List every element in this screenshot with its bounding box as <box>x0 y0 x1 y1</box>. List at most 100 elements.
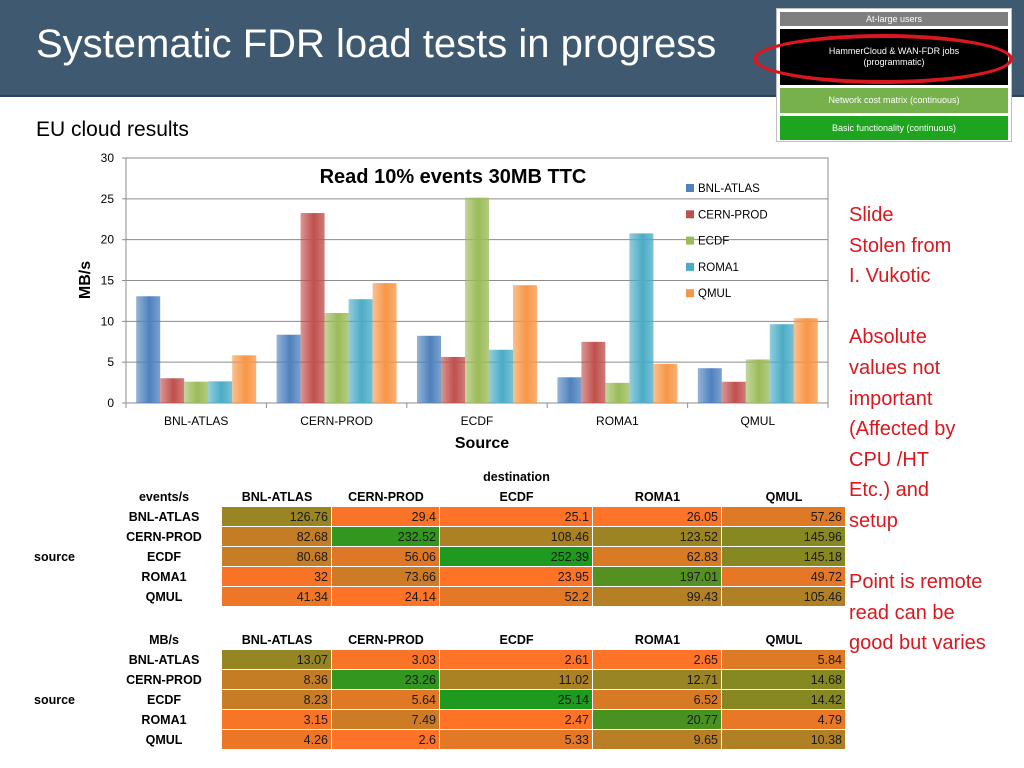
table-cell: 25.1 <box>440 507 593 527</box>
bar <box>441 356 465 403</box>
table-cell: 145.18 <box>722 547 846 567</box>
row-header: CERN-PROD <box>126 673 202 687</box>
column-header: ECDF <box>499 490 534 504</box>
source-label: source <box>34 550 75 564</box>
legend-label: CERN-PROD <box>698 209 768 221</box>
x-axis-title: Source <box>455 435 509 452</box>
bar <box>653 363 678 403</box>
table-cell: 123.52 <box>593 527 722 547</box>
table-cell: 24.14 <box>332 587 440 607</box>
x-tick-label: BNL-ATLAS <box>164 414 228 428</box>
bar <box>513 285 537 403</box>
x-tick-label: ECDF <box>461 414 494 428</box>
column-header: ROMA1 <box>634 490 681 504</box>
table-cell: 73.66 <box>332 567 440 587</box>
destination-label: destination <box>483 470 550 484</box>
table-cell: 252.39 <box>440 547 593 567</box>
pyramid-level-basic-functionality: Basic functionality (continuous) <box>780 116 1008 140</box>
bar <box>489 349 513 403</box>
table-cell: 29.4 <box>332 507 440 527</box>
legend-swatch <box>686 184 694 192</box>
table-cell: 57.26 <box>722 507 846 527</box>
side-note: Slide Stolen from I. Vukotic Absolute va… <box>849 204 986 655</box>
table-cell: 26.05 <box>593 507 722 527</box>
bar <box>605 382 630 403</box>
bar <box>208 381 233 403</box>
table-cell: 49.72 <box>722 567 846 587</box>
y-axis-title: MB/s <box>77 261 94 299</box>
bar <box>721 381 746 403</box>
events-table-header: events/s <box>138 490 190 504</box>
bar <box>629 233 654 403</box>
y-tick-label: 25 <box>101 192 115 206</box>
bar <box>160 378 185 403</box>
bar <box>417 335 441 403</box>
highlight-ellipse <box>753 34 1013 84</box>
bar <box>372 283 397 403</box>
bar <box>232 355 257 403</box>
y-tick-label: 10 <box>101 314 115 328</box>
table-cell: 2.61 <box>440 650 593 670</box>
bar <box>324 313 349 403</box>
row-header: ECDF <box>146 550 182 564</box>
legend-label: ECDF <box>698 236 729 248</box>
row-header: ECDF <box>146 693 182 707</box>
table-cell: 2.65 <box>593 650 722 670</box>
table-cell: 197.01 <box>593 567 722 587</box>
table-cell: 25.14 <box>440 690 593 710</box>
table-cell: 126.76 <box>222 507 332 527</box>
bar <box>184 381 209 403</box>
mbs-table-header: MB/s <box>149 633 179 647</box>
row-header: BNL-ATLAS <box>128 510 200 524</box>
y-tick-label: 15 <box>101 274 115 288</box>
y-tick-label: 0 <box>107 396 114 410</box>
bar <box>136 296 161 403</box>
table-cell: 3.03 <box>332 650 440 670</box>
table-cell: 41.34 <box>222 587 332 607</box>
table-cell: 232.52 <box>332 527 440 547</box>
row-header: QMUL <box>145 590 183 604</box>
bar <box>557 377 582 403</box>
table-cell: 8.36 <box>222 670 332 690</box>
table-cell: 14.68 <box>722 670 846 690</box>
bar <box>697 368 722 403</box>
chart-title: Read 10% events 30MB TTC <box>320 166 587 188</box>
table-cell: 23.26 <box>332 670 440 690</box>
table-cell: 108.46 <box>440 527 593 547</box>
table-cell: 12.71 <box>593 670 722 690</box>
row-header: BNL-ATLAS <box>128 653 200 667</box>
table-cell: 3.15 <box>222 710 332 730</box>
legend-label: QMUL <box>698 288 732 300</box>
table-cell: 5.84 <box>722 650 846 670</box>
bar <box>300 213 325 403</box>
y-tick-label: 20 <box>101 233 115 247</box>
table-cell: 56.06 <box>332 547 440 567</box>
bar <box>276 334 301 403</box>
source-label: source <box>34 693 75 707</box>
table-cell: 80.68 <box>222 547 332 567</box>
row-header: CERN-PROD <box>126 530 202 544</box>
bar <box>769 324 794 403</box>
bar <box>465 197 489 403</box>
slide-title: Systematic FDR load tests in progress <box>36 22 717 66</box>
table-cell: 9.65 <box>593 730 722 750</box>
legend-label: BNL-ATLAS <box>698 183 760 195</box>
table-cell: 4.26 <box>222 730 332 750</box>
bar <box>348 299 373 403</box>
table-cell: 10.38 <box>722 730 846 750</box>
row-header: ROMA1 <box>141 570 187 584</box>
table-cell: 2.47 <box>440 710 593 730</box>
pyramid-level-at-large-users: At-large users <box>780 12 1008 26</box>
column-header: CERN-PROD <box>348 490 424 504</box>
pyramid-level-network-cost: Network cost matrix (continuous) <box>780 88 1008 113</box>
table-cell: 14.42 <box>722 690 846 710</box>
table-cell: 5.64 <box>332 690 440 710</box>
y-tick-label: 5 <box>107 355 114 369</box>
legend-label: ROMA1 <box>698 262 739 274</box>
x-tick-label: QMUL <box>740 414 775 428</box>
table-cell: 62.83 <box>593 547 722 567</box>
row-header: QMUL <box>145 733 183 747</box>
table-cell: 7.49 <box>332 710 440 730</box>
slide-subtitle: EU cloud results <box>36 118 189 141</box>
table-cell: 8.23 <box>222 690 332 710</box>
